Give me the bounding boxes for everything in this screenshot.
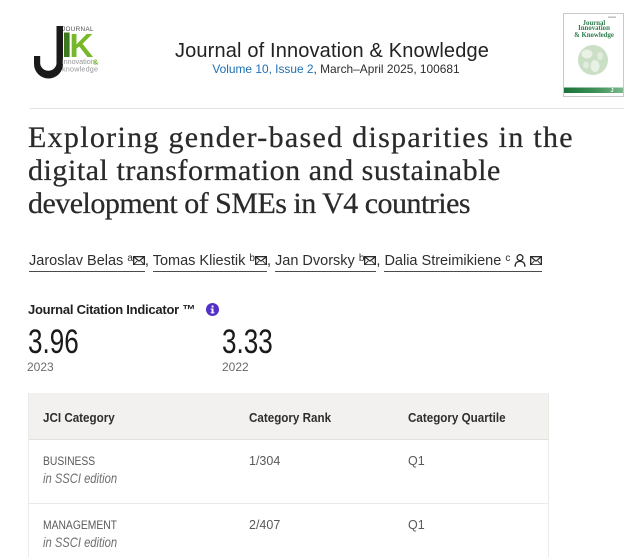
svg-text:knowledge: knowledge [62,65,98,74]
svg-text:& Knowledge: & Knowledge [574,32,614,39]
svg-text:Innovation: Innovation [578,25,610,32]
svg-text:Journal: Journal [583,20,606,27]
svg-text:K: K [70,27,94,64]
svg-text:innovation: innovation [62,57,95,66]
svg-text:JOURNAL: JOURNAL [62,26,94,33]
svg-text:&: & [93,58,99,67]
svg-text:J: J [610,88,613,94]
